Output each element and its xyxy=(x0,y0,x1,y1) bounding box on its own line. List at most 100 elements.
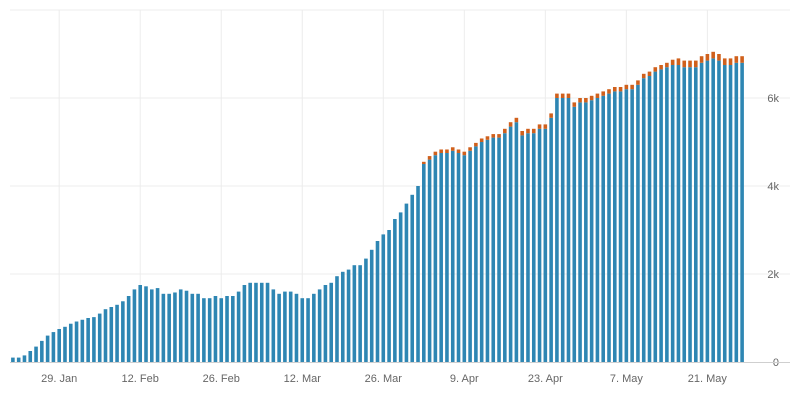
bar-segment-primary xyxy=(167,293,171,362)
bar-segment-primary xyxy=(595,98,600,362)
bar-segment-primary xyxy=(566,98,571,362)
bar-segment-secondary xyxy=(601,91,605,96)
bar-segment-secondary xyxy=(468,147,472,151)
bar-segment-primary xyxy=(734,62,739,363)
bar-segment-secondary xyxy=(584,98,588,103)
bar-segment-primary xyxy=(207,298,212,362)
bar-segment-primary xyxy=(711,58,715,363)
bar-segment-primary xyxy=(474,146,478,362)
bar-segment-primary xyxy=(653,71,658,362)
bar-segment-primary xyxy=(462,155,467,362)
bar-segment-primary xyxy=(589,100,594,362)
bar-segment-primary xyxy=(520,135,524,362)
bar-segment-secondary xyxy=(503,128,507,134)
bar-segment-primary xyxy=(688,67,692,362)
bar-segment-primary xyxy=(555,98,559,362)
bar-segment-secondary xyxy=(543,124,548,129)
bar-segment-primary xyxy=(335,276,339,362)
bar-segment-primary xyxy=(387,230,391,362)
bar-segment-secondary xyxy=(694,60,698,68)
bar-segment-secondary xyxy=(624,84,629,90)
bar-segment-primary xyxy=(92,317,96,362)
bar-segment-primary xyxy=(346,269,351,362)
bar-segment-primary xyxy=(572,106,577,362)
bar-segment-secondary xyxy=(595,93,600,98)
bar-segment-primary xyxy=(624,89,629,362)
bar-segment-secondary xyxy=(578,98,582,103)
y-tick-label: 4k xyxy=(767,181,779,193)
bar-segment-primary xyxy=(126,296,131,362)
bar-segment-primary xyxy=(612,91,617,363)
bar-segment-primary xyxy=(705,60,710,362)
bar-segment-primary xyxy=(665,67,669,362)
bar-segment-primary xyxy=(103,309,108,362)
bar-segment-primary xyxy=(178,289,183,362)
bar-segment-primary xyxy=(491,137,496,362)
bar-segment-primary xyxy=(74,321,79,362)
bar-segment-primary xyxy=(63,326,67,362)
bar-segment-secondary xyxy=(688,60,692,68)
bar-segment-primary xyxy=(393,219,397,362)
bar-segment-primary xyxy=(312,293,316,362)
bar-segment-primary xyxy=(404,203,409,362)
bar-segment-primary xyxy=(450,150,455,362)
bar-segment-primary xyxy=(225,296,229,362)
bar-segment-primary xyxy=(242,285,247,362)
bar-segment-secondary xyxy=(445,149,449,153)
bar-segment-primary xyxy=(549,117,553,362)
bar-segment-primary xyxy=(607,93,611,362)
bar-segment-primary xyxy=(259,282,264,362)
bar-segment-primary xyxy=(121,301,125,362)
bar-segment-secondary xyxy=(474,142,478,147)
bar-segment-secondary xyxy=(531,128,536,134)
bar-segment-secondary xyxy=(520,131,524,136)
bar-segment-secondary xyxy=(456,149,461,153)
x-tick-label: 12. Mar xyxy=(284,373,322,385)
bar-segment-primary xyxy=(109,307,114,362)
bar-segment-secondary xyxy=(670,59,675,65)
bar-segment-secondary xyxy=(665,62,669,68)
bar-segment-primary xyxy=(231,296,235,362)
bar-segment-primary xyxy=(497,137,501,362)
bar-segment-primary xyxy=(68,323,73,362)
bar-segment-primary xyxy=(560,98,565,362)
bar-segment-primary xyxy=(503,133,507,362)
bar-segment-secondary xyxy=(659,65,663,70)
bar-segment-primary xyxy=(728,65,733,362)
bar-segment-primary xyxy=(422,164,426,362)
bar-segment-primary xyxy=(57,329,61,362)
bar-segment-primary xyxy=(34,346,38,362)
bar-segment-primary xyxy=(630,89,634,362)
bar-segment-secondary xyxy=(422,161,426,164)
bar-segment-secondary xyxy=(427,156,432,160)
bar-segment-secondary xyxy=(450,147,455,151)
bar-segment-secondary xyxy=(722,58,727,65)
bar-segment-primary xyxy=(636,84,640,363)
bar-segment-primary xyxy=(219,298,224,362)
bar-segment-secondary xyxy=(699,56,704,63)
bar-segment-primary xyxy=(323,285,328,362)
bar-segment-primary xyxy=(80,319,85,362)
bar-segment-primary xyxy=(340,271,345,362)
bar-segment-secondary xyxy=(485,136,490,140)
bar-segment-primary xyxy=(248,282,252,362)
bar-segment-primary xyxy=(16,357,21,362)
bar-segment-primary xyxy=(51,332,56,362)
bar-segment-primary xyxy=(213,296,218,362)
bar-segment-primary xyxy=(410,194,415,362)
bar-segment-primary xyxy=(358,265,362,362)
y-tick-label: 6k xyxy=(767,93,779,105)
bar-segment-secondary xyxy=(433,151,438,156)
bar-segment-primary xyxy=(190,293,195,362)
bar-segment-primary xyxy=(306,298,310,362)
bar-segment-secondary xyxy=(612,87,617,92)
bar-segment-secondary xyxy=(711,51,715,59)
bar-segment-primary xyxy=(317,289,322,362)
bar-segment-secondary xyxy=(630,84,634,90)
x-tick-label: 9. Apr xyxy=(450,373,479,385)
bar-segment-secondary xyxy=(740,56,744,63)
bar-segment-primary xyxy=(28,351,33,362)
bar-segment-primary xyxy=(22,355,27,362)
